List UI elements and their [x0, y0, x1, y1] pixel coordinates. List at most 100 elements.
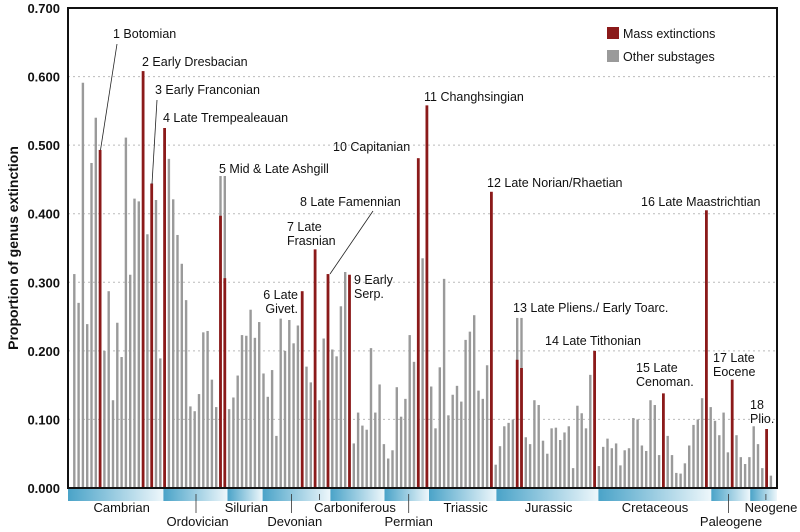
bar-other-substage: [541, 440, 545, 488]
bar-other-substage: [589, 374, 592, 488]
bar-other-substage: [718, 435, 721, 488]
bar-other-substage: [524, 437, 527, 488]
annotation-label: Frasnian: [287, 234, 336, 248]
bar-mass-extinction: [313, 249, 317, 488]
y-tick-label: 0.100: [27, 412, 60, 427]
annotation-label: 8 Late Famennian: [300, 195, 401, 209]
bar-other-substage: [335, 356, 338, 488]
leader-lines: [100, 43, 374, 275]
bar-other-substage: [262, 373, 265, 488]
annotation-label: Givet.: [265, 302, 298, 316]
bar-other-substage: [769, 475, 773, 488]
bar-other-substage: [533, 400, 536, 488]
bar-other-substage: [352, 443, 355, 488]
legend-swatch-other: [607, 50, 619, 62]
bar-other-substage: [322, 338, 325, 488]
period-label-carboniferous: Carboniferous: [314, 500, 396, 515]
period-band: [68, 489, 777, 501]
annotation-label: 9 Early: [354, 273, 394, 287]
bar-other-substage: [344, 272, 347, 488]
bar-other-substage: [382, 444, 386, 488]
annotation-label: 14 Late Tithonian: [545, 334, 641, 348]
bar-other-substage: [563, 432, 566, 488]
y-tick-label: 0.300: [27, 275, 60, 290]
bar-other-substage: [584, 428, 588, 488]
bar-other-substage: [258, 322, 261, 488]
bar-other-substage: [193, 411, 196, 488]
bar-mass-extinction: [300, 291, 304, 488]
period-band-neogene: [750, 489, 777, 501]
bar-other-substage: [623, 450, 626, 488]
period-label-triassic: Triassic: [443, 500, 488, 515]
y-tick-label: 0.600: [27, 70, 60, 85]
bar-other-substage: [761, 468, 764, 488]
y-tick-label: 0.200: [27, 344, 60, 359]
bar-other-substage: [602, 446, 605, 488]
bar-other-substage: [645, 450, 648, 488]
annotation-label: 16 Late Maastrichtian: [641, 195, 761, 209]
bar-other-substage: [559, 440, 562, 488]
y-tick-label: 0.700: [27, 1, 60, 16]
bar-other-substage: [103, 350, 106, 488]
leader-line: [329, 210, 374, 275]
annotation-label: 1 Botomian: [113, 27, 176, 41]
annotation-label: 15 Late: [636, 361, 678, 375]
bar-other-substage: [447, 415, 450, 488]
annotation-label: Serp.: [354, 287, 384, 301]
bar-other-substage: [430, 386, 433, 488]
bar-mass-extinction: [515, 359, 519, 488]
bar-other-substage: [146, 234, 149, 488]
period-band-paleogene: [711, 489, 751, 501]
annotation-label: 2 Early Dresbacian: [142, 55, 248, 69]
bar-mass-extinction: [705, 210, 708, 489]
bar-other-substage: [111, 400, 115, 488]
bar-other-substage: [666, 435, 669, 488]
bar-other-substage: [679, 473, 682, 488]
bar-other-substage: [339, 306, 343, 488]
bar-other-substage: [292, 343, 295, 488]
annotation-label: 6 Late: [263, 288, 298, 302]
annotation-label: Eocene: [713, 365, 755, 379]
bar-other-substage: [756, 444, 760, 488]
bar-mass-extinction: [150, 183, 154, 489]
bar-other-substage: [567, 426, 570, 488]
bar-other-substage: [232, 397, 235, 488]
period-band-devonian: [262, 489, 331, 501]
bar-other-substage: [288, 320, 291, 488]
bar-other-substage: [507, 422, 510, 488]
bar-other-substage: [610, 448, 613, 488]
annotation-label: 3 Early Franconian: [155, 83, 260, 97]
bar-other-substage: [266, 396, 269, 488]
legend: Mass extinctions Other substages: [607, 27, 715, 64]
period-label-ordovician: Ordovician: [167, 514, 229, 529]
bar-other-substage: [227, 409, 231, 488]
bar-mass-extinction: [223, 278, 227, 488]
bar-other-substage: [752, 426, 755, 488]
legend-label-mass: Mass extinctions: [623, 27, 715, 41]
bar-other-substage: [503, 426, 506, 488]
bar-other-substage: [606, 438, 609, 488]
period-label-neogene: Neogene: [745, 500, 798, 515]
bar-other-substage: [636, 419, 639, 488]
annotation-label: 5 Mid & Late Ashgill: [219, 162, 329, 176]
bar-other-substage: [735, 435, 738, 488]
bar-mass-extinction: [490, 191, 493, 488]
bar-other-substage: [404, 398, 407, 488]
bar-other-substage: [554, 427, 558, 488]
bar-other-substage: [305, 366, 308, 488]
bar-other-substage: [632, 418, 635, 488]
bar-other-substage: [683, 463, 687, 488]
bar-other-substage: [649, 400, 652, 488]
bar-other-substage: [696, 419, 699, 488]
bar-mass-extinction: [98, 149, 102, 488]
bar-other-substage: [387, 458, 390, 488]
bar-other-substage: [670, 455, 674, 488]
bar-mass-extinction: [520, 368, 523, 488]
bar-other-substage: [116, 322, 119, 488]
annotation-label: Cenoman.: [636, 375, 694, 389]
bar-other-substage: [640, 445, 644, 488]
leader-line: [100, 43, 118, 151]
annotation-label: 17 Late: [713, 351, 755, 365]
bar-other-substage: [481, 398, 484, 488]
